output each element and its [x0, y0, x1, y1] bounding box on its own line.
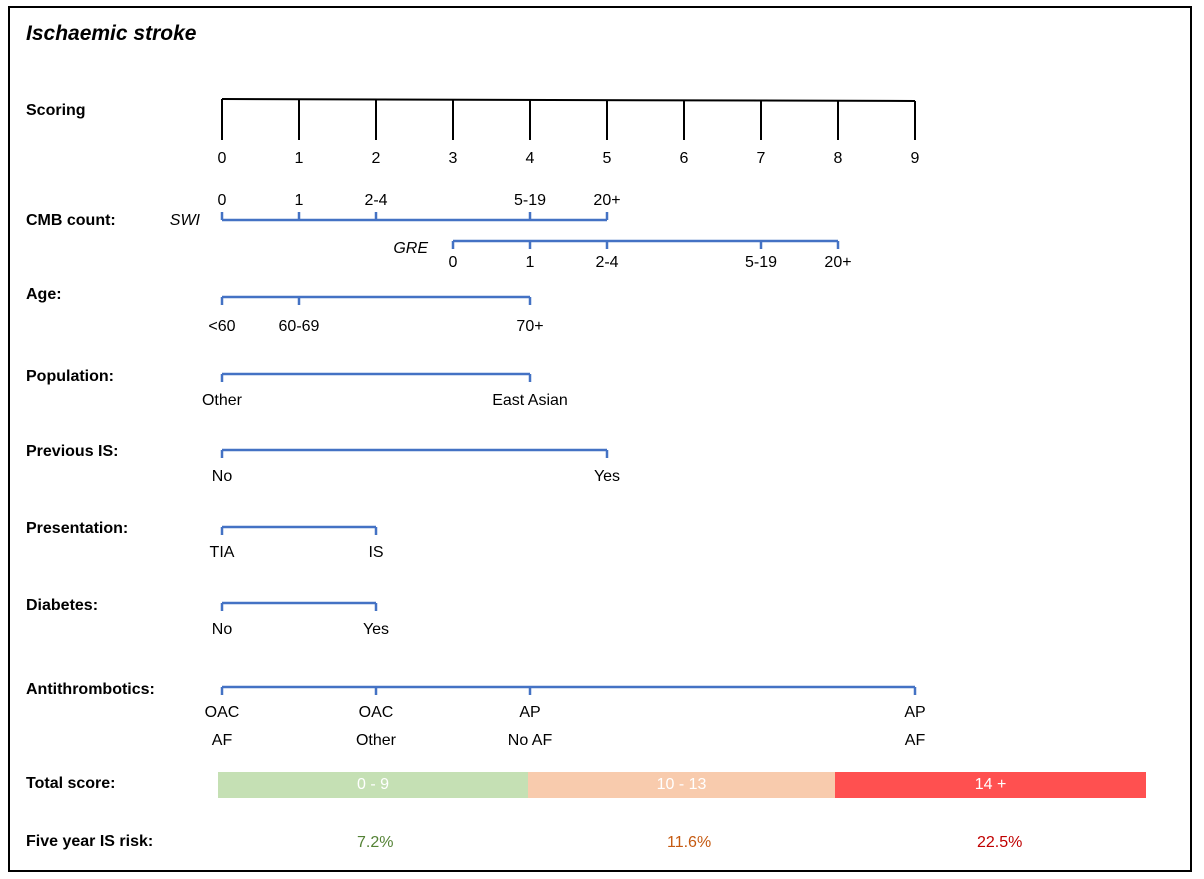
label-previous-is: Previous IS:	[26, 443, 119, 460]
cmb-gre-tick-label: 1	[526, 254, 535, 271]
antithrombotics-tick-sublabel: Other	[356, 732, 397, 749]
risk-value-low: 7.2%	[357, 834, 394, 851]
age-tick-label: 70+	[516, 318, 543, 335]
cmb-gre-tick-label: 2-4	[595, 254, 618, 271]
cmb-gre-tick-label: 5-19	[745, 254, 777, 271]
label-diabetes: Diabetes:	[26, 597, 99, 614]
cmb-gre-label: GRE	[393, 240, 428, 257]
age-tick-label: 60-69	[279, 318, 320, 335]
risk-value-high: 22.5%	[977, 834, 1023, 851]
risk-value-mid: 11.6%	[667, 834, 712, 851]
label-scoring: Scoring	[26, 102, 86, 119]
scoring-tick-label: 9	[911, 150, 920, 167]
scoring-tick-label: 6	[680, 150, 689, 167]
scoring-tick-label: 1	[295, 150, 304, 167]
scoring-tick-label: 3	[449, 150, 458, 167]
antithrombotics-tick-label: OAC	[359, 704, 394, 721]
scoring-tick-label: 4	[526, 150, 535, 167]
population-tick-label: East Asian	[492, 392, 568, 409]
antithrombotics-tick-label: AP	[904, 704, 925, 721]
total-score-band-low: 0 - 9	[218, 772, 528, 798]
previous-is-tick-label: No	[212, 468, 233, 485]
antithrombotics-tick-sublabel: AF	[212, 732, 233, 749]
cmb-swi-tick-label: 20+	[593, 192, 620, 209]
scoring-tick-label: 2	[372, 150, 381, 167]
presentation-tick-label: IS	[368, 544, 383, 561]
scoring-axis-line	[221, 98, 916, 102]
label-population: Population:	[26, 368, 114, 385]
diabetes-tick-label: No	[212, 621, 233, 638]
cmb-swi-tick-label: 2-4	[364, 192, 387, 209]
total-score-band-high: 14 +	[835, 772, 1146, 798]
previous-is-tick-label: Yes	[594, 468, 620, 485]
label-five-year-risk: Five year IS risk:	[26, 833, 154, 850]
cmb-gre-tick-label: 0	[449, 254, 458, 271]
total-score-band-mid: 10 - 13	[528, 772, 835, 798]
cmb-swi-tick-label: 1	[295, 192, 304, 209]
scoring-tick-label: 5	[603, 150, 612, 167]
antithrombotics-tick-label: OAC	[205, 704, 240, 721]
label-age: Age:	[26, 286, 62, 303]
cmb-swi-label: SWI	[170, 212, 201, 229]
age-tick-label: <60	[208, 318, 235, 335]
label-total-score: Total score:	[26, 775, 116, 792]
cmb-gre-tick-label: 20+	[824, 254, 851, 271]
scoring-tick-label: 7	[757, 150, 766, 167]
label-presentation: Presentation:	[26, 520, 129, 537]
antithrombotics-tick-sublabel: No AF	[508, 732, 553, 749]
cmb-swi-tick-label: 5-19	[514, 192, 546, 209]
presentation-tick-label: TIA	[210, 544, 235, 561]
cmb-swi-tick-label: 0	[218, 192, 227, 209]
scoring-tick-label: 8	[834, 150, 843, 167]
nomogram-frame	[8, 6, 1192, 872]
antithrombotics-tick-label: AP	[519, 704, 540, 721]
population-tick-label: Other	[202, 392, 243, 409]
label-cmb-count: CMB count:	[26, 212, 116, 229]
label-antithrombotics: Antithrombotics:	[26, 681, 155, 698]
diabetes-tick-label: Yes	[363, 621, 389, 638]
antithrombotics-tick-sublabel: AF	[905, 732, 926, 749]
scoring-tick-label: 0	[218, 150, 227, 167]
figure-title: Ischaemic stroke	[26, 22, 197, 45]
